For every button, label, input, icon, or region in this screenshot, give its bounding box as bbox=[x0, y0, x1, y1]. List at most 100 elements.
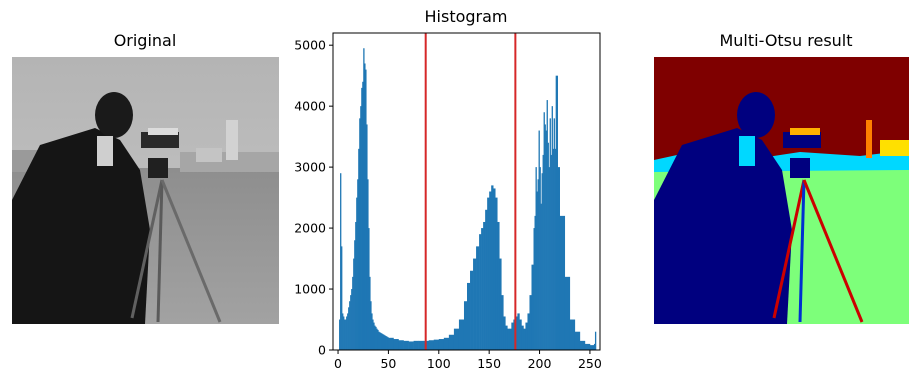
histogram-bar bbox=[499, 258, 502, 350]
histogram-bar bbox=[543, 112, 545, 350]
chart-title: Histogram bbox=[425, 7, 508, 26]
histogram-bar bbox=[368, 228, 370, 350]
histogram-bar bbox=[505, 325, 508, 350]
x-tick-label: 50 bbox=[380, 356, 396, 371]
histogram-bar bbox=[373, 322, 375, 350]
histogram-bar bbox=[341, 246, 343, 350]
histogram-bar bbox=[552, 148, 554, 350]
x-axis: 0 50 100 150 200 250 bbox=[334, 350, 602, 371]
histogram-bar bbox=[355, 221, 357, 350]
original-title: Original bbox=[114, 31, 177, 50]
histogram-bar bbox=[515, 316, 518, 350]
histogram-bar bbox=[541, 173, 543, 350]
histogram-bar bbox=[495, 197, 498, 350]
histogram-bar bbox=[497, 221, 500, 350]
original-image bbox=[12, 57, 279, 324]
histogram-bar bbox=[592, 345, 595, 350]
histogram-bar bbox=[365, 69, 367, 350]
histogram-bar bbox=[383, 334, 385, 350]
histogram-bar bbox=[339, 319, 341, 350]
histogram-bar bbox=[343, 316, 345, 350]
histogram-bar bbox=[388, 337, 394, 350]
histogram-bar bbox=[542, 154, 544, 350]
histogram-bar bbox=[548, 167, 550, 350]
histogram-bar bbox=[363, 48, 365, 351]
histogram-bar bbox=[463, 301, 468, 350]
histogram-bar bbox=[534, 215, 536, 350]
result-title: Multi-Otsu result bbox=[719, 31, 852, 50]
histogram-bar bbox=[507, 328, 510, 350]
histogram-bar bbox=[369, 276, 371, 350]
histogram-bar bbox=[366, 124, 368, 350]
histogram-bar bbox=[470, 270, 474, 350]
histogram-bar bbox=[589, 345, 594, 350]
histogram-bar bbox=[347, 313, 349, 350]
x-tick-label: 200 bbox=[528, 356, 552, 371]
histogram-bar bbox=[483, 221, 486, 350]
histogram-bar bbox=[550, 154, 552, 350]
y-tick-label: 1000 bbox=[294, 282, 326, 297]
histogram-bar bbox=[408, 341, 414, 350]
histogram-bar bbox=[479, 234, 482, 350]
histogram-bar bbox=[523, 328, 526, 350]
histogram-bar bbox=[485, 209, 488, 350]
histogram-bar bbox=[387, 337, 389, 350]
histogram-bar bbox=[540, 203, 542, 350]
histogram-bar bbox=[418, 340, 424, 350]
histogram-bar bbox=[378, 331, 380, 350]
histogram-bar bbox=[554, 148, 556, 350]
y-axis: 0 1000 2000 3000 4000 5000 bbox=[294, 38, 333, 358]
histogram-bar bbox=[358, 148, 360, 350]
histogram-bar bbox=[517, 313, 520, 350]
histogram-bar bbox=[535, 167, 537, 350]
histogram-bar bbox=[377, 329, 379, 350]
x-tick-label: 150 bbox=[477, 356, 501, 371]
y-tick-label: 5000 bbox=[294, 38, 326, 53]
histogram-bar bbox=[438, 339, 445, 350]
histogram-bar bbox=[569, 319, 576, 350]
histogram-bar bbox=[345, 319, 347, 350]
histogram-bar bbox=[413, 340, 419, 350]
threshold-lines bbox=[424, 33, 517, 350]
histogram-bar bbox=[538, 130, 540, 350]
histogram-bar bbox=[594, 331, 597, 350]
y-tick-label: 2000 bbox=[294, 221, 326, 236]
x-tick-label: 250 bbox=[578, 356, 602, 371]
histogram-bar bbox=[361, 87, 363, 351]
result-image bbox=[654, 57, 909, 324]
histogram-bar bbox=[367, 179, 369, 350]
histogram-bar bbox=[428, 340, 435, 350]
histogram-bar bbox=[487, 197, 490, 350]
axes-frame bbox=[332, 32, 601, 351]
histogram-bar bbox=[467, 282, 471, 350]
histogram-bar bbox=[553, 118, 555, 350]
histogram-bar bbox=[551, 106, 553, 351]
x-tick-label: 0 bbox=[334, 356, 342, 371]
histogram-bar bbox=[403, 340, 409, 350]
histogram-bar bbox=[376, 328, 378, 350]
histogram-bar bbox=[525, 322, 528, 350]
histogram-bar bbox=[364, 63, 366, 350]
histogram-bar bbox=[453, 328, 460, 350]
histogram-bar bbox=[352, 276, 354, 350]
histogram-bar bbox=[371, 313, 373, 350]
histogram-bar bbox=[356, 197, 358, 350]
histogram-bar bbox=[362, 81, 364, 351]
histogram-bar bbox=[393, 339, 399, 350]
histogram-bar bbox=[489, 191, 492, 350]
histogram-bar bbox=[386, 336, 388, 350]
histogram-bar bbox=[340, 173, 342, 350]
histogram-bar bbox=[349, 301, 351, 350]
histogram-bar bbox=[579, 340, 586, 350]
histogram-bar bbox=[544, 124, 546, 350]
histogram-bar bbox=[448, 334, 455, 350]
y-tick-label: 0 bbox=[318, 343, 326, 358]
histogram-bar bbox=[374, 325, 376, 350]
histogram-bar bbox=[353, 258, 355, 350]
histogram-bar bbox=[350, 295, 352, 350]
histogram-bar bbox=[593, 343, 596, 350]
y-tick-label: 4000 bbox=[294, 99, 326, 114]
histogram-bar bbox=[501, 295, 504, 350]
histogram-bar bbox=[381, 333, 383, 350]
